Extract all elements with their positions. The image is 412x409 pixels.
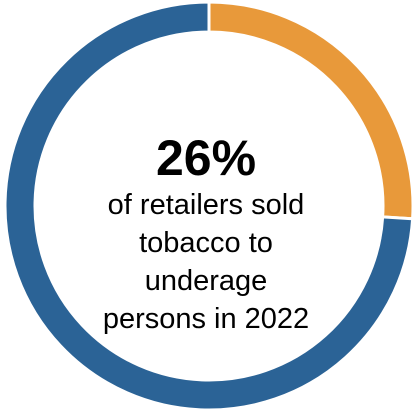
caption-line-1: of retailers sold (107, 189, 305, 221)
caption-line-2: tobacco to (139, 227, 273, 259)
center-label: 26% of retailers sold tobacco to underag… (56, 130, 356, 338)
caption-line-3: underage (144, 265, 268, 297)
caption-line-4: persons in 2022 (102, 303, 310, 335)
donut-slice-2 (3, 0, 412, 409)
donut-slice-1 (207, 0, 412, 221)
center-value: 26% (155, 130, 257, 186)
